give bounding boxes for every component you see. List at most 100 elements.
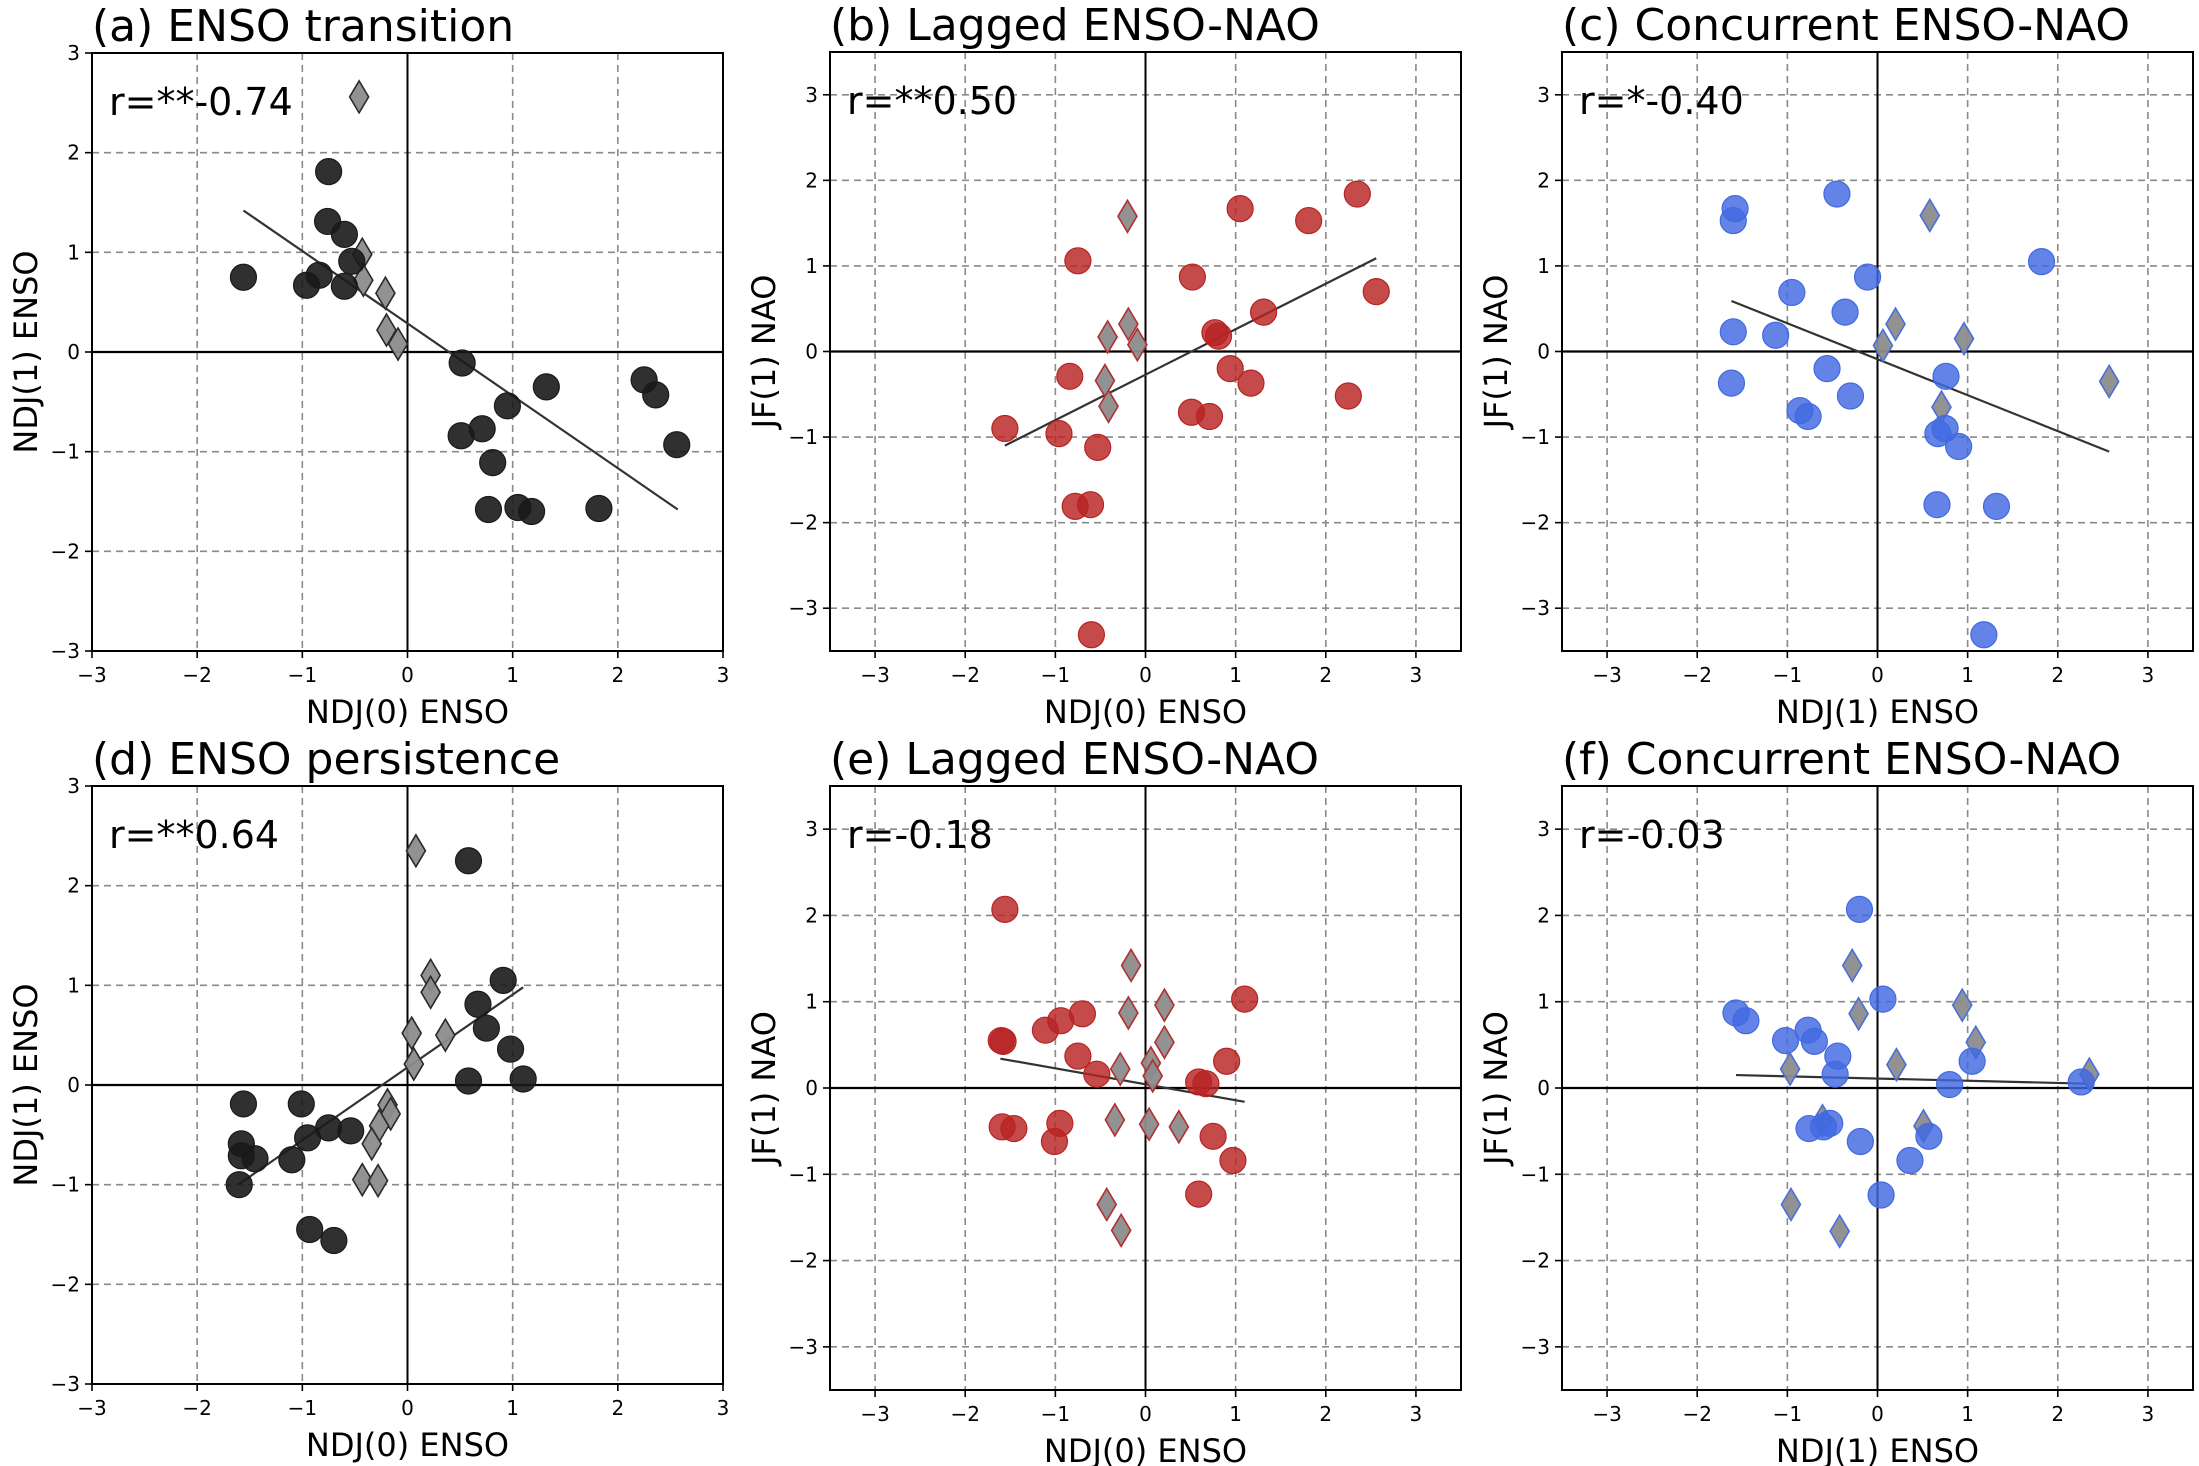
panel-title: (e) Lagged ENSO-NAO (830, 734, 1319, 785)
y-axis-label: JF(1) NAO (1477, 275, 1515, 431)
diamond-marker (1951, 987, 1973, 1023)
circle-marker (468, 415, 496, 443)
y-axis-label: JF(1) NAO (745, 275, 783, 431)
y-tick-label: 0 (1537, 340, 1550, 364)
x-tick-label: 2 (611, 1396, 624, 1420)
circle-marker (1762, 321, 1790, 349)
y-tick-label: 2 (1537, 903, 1550, 927)
diamond-marker (367, 1163, 389, 1199)
y-tick-label: −1 (51, 440, 80, 464)
diamond-marker (1117, 198, 1138, 234)
panel-c: −3 −2 −1 0 1 2 3 −3 −2 −1 0 1 2 3 (c) Concurrent ENSO… (1477, 0, 2194, 731)
plot-area: −3 −2 −1 0 1 2 3 −3 −2 −1 0 1 2 3 (1521, 785, 2194, 1426)
y-tick-label: 3 (1537, 83, 1550, 107)
circle-marker (454, 1067, 483, 1095)
circle-marker (1831, 298, 1859, 326)
x-tick-label: 3 (1410, 1402, 1423, 1426)
y-tick-label: 3 (805, 817, 818, 841)
diamond-marker (405, 833, 427, 869)
correlation-annotation: r=**0.64 (109, 813, 279, 857)
y-tick-label: −3 (789, 596, 818, 620)
panel-title: (a) ENSO transition (92, 1, 514, 52)
diamond-marker (1919, 197, 1941, 234)
x-axis-label: NDJ(1) ENSO (1776, 693, 1979, 731)
circle-marker (320, 1226, 348, 1255)
circle-marker (1821, 1060, 1849, 1088)
diamond-marker (1168, 1109, 1190, 1145)
y-tick-label: 1 (67, 240, 80, 264)
plot-area: −3 −2 −1 0 1 2 3 −3 −2 −1 0 1 2 3 (51, 41, 730, 687)
panel-title: (c) Concurrent ENSO-NAO (1562, 0, 2130, 51)
diamond-marker (348, 79, 370, 115)
circle-marker (1216, 355, 1244, 383)
circle-marker (489, 966, 517, 994)
circle-marker (509, 1065, 537, 1093)
panel-title: (f) Concurrent ENSO-NAO (1562, 734, 2121, 785)
circle-marker (1213, 1047, 1241, 1075)
circle-marker (1719, 206, 1747, 235)
x-tick-label: −1 (1041, 1402, 1070, 1426)
y-axis-label: JF(1) NAO (1477, 1011, 1515, 1167)
y-tick-label: 0 (67, 1073, 80, 1097)
y-tick-label: −3 (789, 1335, 818, 1359)
x-tick-label: 2 (2051, 663, 2064, 687)
circle-marker (1199, 1122, 1227, 1150)
circle-marker (1813, 355, 1841, 383)
x-tick-label: −2 (1682, 1402, 1711, 1426)
diamond-marker (1104, 1102, 1126, 1138)
x-axis-label: NDJ(0) ENSO (1044, 693, 1247, 731)
circle-marker (1982, 492, 2011, 520)
circle-marker (1970, 621, 1998, 649)
circle-marker (1237, 369, 1265, 397)
y-tick-label: 3 (805, 83, 818, 107)
y-tick-label: −1 (789, 1162, 818, 1186)
y-tick-label: 1 (67, 973, 80, 997)
diamond-marker (1120, 947, 1142, 984)
circle-marker (1219, 1146, 1247, 1175)
correlation-annotation: r=-0.18 (847, 813, 993, 857)
circle-marker (278, 1146, 306, 1174)
circle-marker (1362, 278, 1390, 306)
diamond-marker (387, 326, 409, 362)
circle-marker (1958, 1047, 1986, 1075)
circle-marker (454, 847, 483, 875)
x-tick-label: 3 (2142, 1402, 2155, 1426)
diamond-marker (420, 974, 442, 1010)
x-tick-label: 0 (1139, 1402, 1152, 1426)
y-tick-label: 2 (67, 874, 80, 898)
panel-e: −3 −2 −1 0 1 2 3 −3 −2 −1 0 1 2 3 (e) Lagged ENSO-NAO… (745, 734, 1462, 1466)
circle-marker (296, 1215, 324, 1244)
y-tick-label: −3 (51, 639, 80, 663)
circle-marker (448, 349, 476, 377)
circle-marker (1185, 1180, 1213, 1208)
diamond-marker (403, 1046, 425, 1082)
circle-marker (1000, 1114, 1028, 1143)
regression-line (1731, 299, 2110, 453)
circle-marker (1084, 433, 1112, 461)
diamond-marker (1117, 995, 1139, 1031)
circle-marker (1845, 895, 1874, 923)
circle-marker (1334, 382, 1362, 410)
circle-marker (1192, 1070, 1220, 1098)
plot-area: −3 −2 −1 0 1 2 3 −3 −2 −1 0 1 2 3 (51, 774, 730, 1420)
plot-area: −3 −2 −1 0 1 2 3 −3 −2 −1 0 1 2 3 (789, 785, 1462, 1426)
y-tick-label: −2 (1521, 511, 1550, 535)
x-tick-label: −1 (1773, 663, 1802, 687)
circle-marker (1204, 322, 1233, 350)
circle-marker (1195, 402, 1224, 431)
x-tick-label: 1 (506, 1396, 519, 1420)
y-tick-label: 3 (67, 41, 80, 65)
circle-marker (1076, 491, 1105, 519)
diamond-marker (401, 1015, 423, 1051)
circle-marker (292, 271, 321, 299)
x-tick-label: 1 (1229, 663, 1242, 687)
circle-marker (532, 373, 560, 401)
circle-marker (1867, 1181, 1895, 1209)
y-axis-label: NDJ(1) ENSO (7, 250, 45, 453)
diamond-marker (2098, 363, 2120, 400)
panel-b: −3 −2 −1 0 1 2 3 −3 −2 −1 0 1 2 3 (b) Lagged ENSO-NAO… (745, 0, 1462, 731)
circle-marker (1869, 985, 1897, 1013)
circle-marker (1077, 621, 1106, 649)
x-tick-label: 0 (401, 663, 414, 687)
